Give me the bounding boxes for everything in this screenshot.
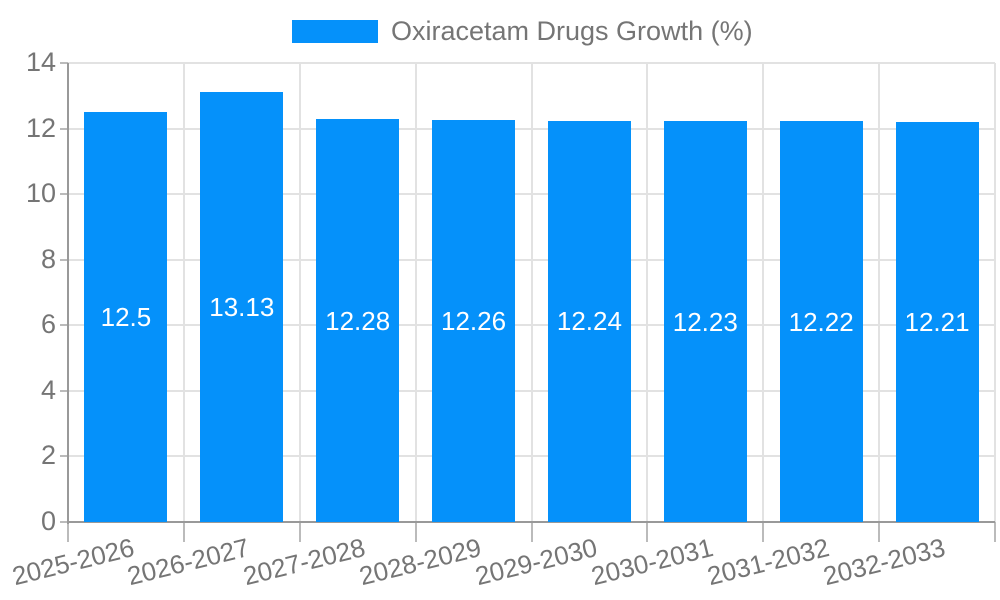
bar-value-label: 12.21 — [904, 306, 970, 337]
x-gridline — [878, 63, 881, 522]
x-axis-label: 2031-2032 — [704, 532, 832, 592]
bar[interactable] — [432, 120, 516, 522]
y-tick — [60, 193, 68, 196]
x-axis-label: 2027-2028 — [240, 532, 369, 592]
y-axis-label: 10 — [25, 178, 56, 209]
legend-label: Oxiracetam Drugs Growth (%) — [391, 16, 753, 46]
x-gridline — [414, 63, 417, 522]
y-axis-label: 8 — [40, 243, 56, 274]
y-tick — [60, 324, 68, 327]
bar-value-label: 12.23 — [672, 306, 738, 337]
chart-legend[interactable]: Oxiracetam Drugs Growth (%) — [292, 18, 753, 45]
x-gridline — [994, 63, 996, 522]
y-tick — [60, 455, 68, 458]
y-tick — [60, 127, 68, 130]
x-tick — [182, 522, 185, 542]
y-axis-label: 4 — [40, 374, 56, 405]
x-axis-label: 2030-2031 — [588, 532, 717, 592]
bar[interactable] — [663, 121, 747, 522]
bar[interactable] — [779, 121, 863, 522]
bar-value-label: 12.24 — [556, 306, 622, 337]
y-tick — [60, 389, 68, 392]
bar[interactable] — [547, 120, 631, 522]
x-axis-label: 2032-2033 — [819, 532, 948, 592]
x-axis-label: 2028-2029 — [356, 532, 485, 592]
x-tick — [530, 522, 533, 542]
x-tick — [994, 522, 996, 542]
bar[interactable] — [200, 91, 284, 522]
y-tick — [60, 62, 68, 64]
bar-value-label: 13.13 — [209, 291, 275, 322]
x-axis-label: 2029-2030 — [472, 532, 601, 592]
legend-swatch — [292, 20, 378, 43]
bar-value-label: 12.26 — [441, 306, 507, 337]
bar[interactable] — [316, 119, 400, 522]
y-axis-label: 6 — [40, 309, 56, 340]
bar-value-label: 12.22 — [788, 306, 854, 337]
y-axis-label: 14 — [25, 47, 56, 77]
y-tick — [60, 258, 68, 261]
x-gridline — [646, 63, 649, 522]
y-axis-label: 0 — [40, 506, 56, 536]
y-tick — [60, 521, 68, 523]
x-axis-label: 2025-2026 — [8, 532, 137, 592]
x-gridline — [530, 63, 533, 522]
bar-value-label: 12.5 — [100, 302, 152, 333]
y-axis-label: 2 — [40, 440, 56, 471]
y-axis-label: 12 — [25, 112, 56, 143]
x-gridline — [762, 63, 765, 522]
x-tick — [878, 522, 881, 542]
x-tick — [646, 522, 649, 542]
x-axis-label: 2026-2027 — [124, 532, 253, 592]
x-tick — [298, 522, 301, 542]
bar[interactable] — [895, 121, 979, 522]
x-tick — [414, 522, 417, 542]
y-axis-line — [67, 63, 69, 524]
bar-value-label: 12.28 — [325, 305, 391, 336]
x-tick — [67, 522, 69, 542]
x-axis-line — [68, 521, 995, 523]
x-gridline — [182, 63, 185, 522]
x-tick — [762, 522, 765, 542]
bar[interactable] — [84, 112, 168, 522]
x-gridline — [298, 63, 301, 522]
